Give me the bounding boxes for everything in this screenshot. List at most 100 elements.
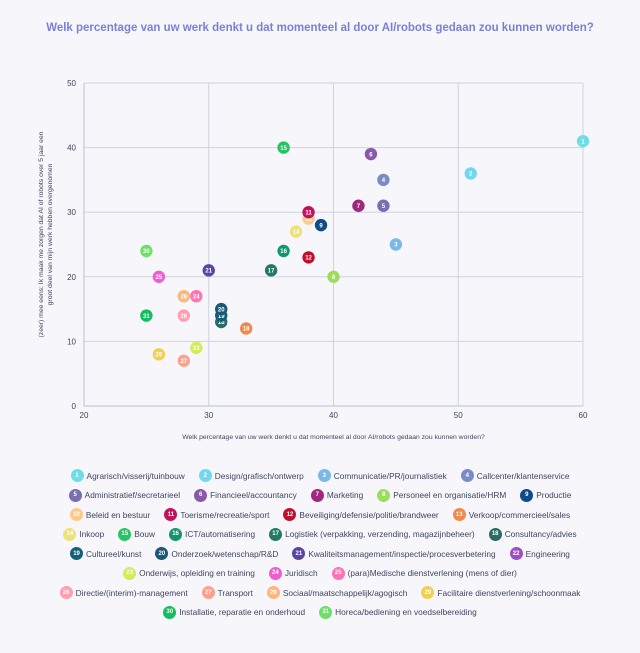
data-point[interactable]: 11 xyxy=(302,206,315,219)
legend-item[interactable]: 9 Productie xyxy=(520,488,571,502)
data-point-label: 18 xyxy=(218,320,225,326)
data-point-marker xyxy=(289,225,303,238)
data-point[interactable]: 28 xyxy=(177,289,190,303)
legend-item[interactable]: 7 Marketing xyxy=(310,488,363,502)
legend-marker: 24 xyxy=(268,566,282,580)
data-point[interactable]: 27 xyxy=(177,354,190,367)
y-tick-label: 30 xyxy=(67,208,76,217)
legend-item[interactable]: 26 Directie/(interim)-management xyxy=(59,586,188,600)
y-tick-label: 10 xyxy=(67,337,76,346)
legend-marker: 13 xyxy=(452,508,466,522)
legend-label: Communicatie/PR/journalistiek xyxy=(333,470,447,481)
data-point-label: 2 xyxy=(469,172,473,178)
data-point[interactable]: 2 xyxy=(464,167,477,180)
data-point-label: 31 xyxy=(143,314,150,320)
data-point-marker xyxy=(314,218,328,232)
data-point-label: 11 xyxy=(305,210,312,216)
legend-marker: 18 xyxy=(488,527,502,541)
data-point[interactable]: 15 xyxy=(277,141,290,154)
legend-item[interactable]: 29 Facilitaire dienstverlening/schoonmaak xyxy=(421,586,580,600)
data-point[interactable]: 4 xyxy=(377,173,390,187)
data-point[interactable]: 1 xyxy=(576,134,590,148)
legend-item[interactable]: 3 Communicatie/PR/journalistiek xyxy=(317,469,447,483)
legend-item[interactable]: 14 Inkoop xyxy=(63,527,105,541)
data-point[interactable]: 30 xyxy=(140,244,153,258)
legend-item[interactable]: 13 Verkoop/commercieel/sales xyxy=(452,508,570,522)
legend-item[interactable]: 20 Onderzoek/wetenschap/R&D xyxy=(155,547,278,561)
data-point-marker xyxy=(202,264,215,277)
legend-item[interactable]: 12 Beveiliging/defensie/politie/brandweer xyxy=(283,508,439,522)
legend-item[interactable]: 5 Administratief/secretarieel xyxy=(68,488,180,502)
legend-item[interactable]: 6 Financieel/accountancy xyxy=(194,488,297,502)
data-point[interactable]: 12 xyxy=(302,251,315,264)
data-point[interactable]: 18 xyxy=(239,322,253,335)
legend-item[interactable]: 22 Engineering xyxy=(509,547,570,561)
legend-label: Toerisme/recreatie/sport xyxy=(180,509,270,520)
legend-item[interactable]: 28 Sociaal/maatschappelijk/agogisch xyxy=(266,586,407,600)
legend-item[interactable]: 23 Onderwijs, opleiding en training xyxy=(123,566,255,580)
legend: 1 Agrarisch/visserij/tuinbouw 2 Design/graf… xyxy=(40,466,600,622)
data-point-marker xyxy=(177,289,190,303)
data-point-label: 28 xyxy=(180,294,187,300)
data-point-marker xyxy=(177,354,190,367)
legend-item[interactable]: 30 Installatie, reparatie en onderhoud xyxy=(163,605,306,619)
legend-marker: 1 xyxy=(70,469,84,483)
data-point[interactable]: 21 xyxy=(202,264,215,277)
data-point[interactable]: 8 xyxy=(327,270,340,283)
data-point-marker xyxy=(327,270,340,283)
legend-item[interactable]: 21 Kwaliteitsmanagement/inspectie/procesv… xyxy=(292,547,496,561)
data-point[interactable]: 17 xyxy=(264,264,278,277)
data-point-marker xyxy=(377,173,390,187)
legend-item[interactable]: 4 Callcenter/klantenservice xyxy=(460,469,569,483)
data-point[interactable]: 29 xyxy=(152,348,166,361)
data-point[interactable]: 31 xyxy=(140,309,153,322)
data-point[interactable]: 25 xyxy=(152,270,166,283)
legend-marker: 7 xyxy=(310,488,324,502)
data-point-label: 23 xyxy=(193,346,200,352)
legend-item[interactable]: 1 Agrarisch/visserij/tuinbouw xyxy=(70,469,185,483)
data-point-label: 6 xyxy=(369,152,373,158)
y-tick-label: 20 xyxy=(67,273,76,282)
data-point-label: 9 xyxy=(319,223,323,229)
legend-item[interactable]: 10 Beleid en bestuur xyxy=(69,508,150,522)
legend-item[interactable]: 16 ICT/automatisering xyxy=(169,527,256,541)
legend-marker: 17 xyxy=(269,527,283,541)
legend-item[interactable]: 15 Bouw xyxy=(118,527,155,541)
legend-item[interactable]: 19 Cultureel/kunst xyxy=(70,547,141,561)
data-point-label: 27 xyxy=(180,359,187,365)
legend-row: 26 Directie/(interim)-management 27 Transpo… xyxy=(40,583,600,603)
legend-label: Inkoop xyxy=(79,529,105,540)
data-point[interactable]: 7 xyxy=(352,199,365,212)
data-point[interactable]: 6 xyxy=(364,147,378,161)
data-point[interactable]: 14 xyxy=(289,225,303,238)
data-point-marker xyxy=(576,134,590,148)
data-point[interactable]: 3 xyxy=(389,238,403,251)
legend-item[interactable]: 27 Transport xyxy=(201,586,253,600)
legend-item[interactable]: 17 Logistiek (verpakking, verzending, mag… xyxy=(269,527,475,541)
data-point[interactable]: 23 xyxy=(190,341,203,355)
legend-label: Engineering xyxy=(525,548,570,559)
legend-label: Directie/(interim)-management xyxy=(75,587,188,598)
legend-item[interactable]: 18 Consultancy/advies xyxy=(488,527,577,541)
legend-marker: 27 xyxy=(201,586,215,600)
legend-item[interactable]: 8 Personeel en organisatie/HRM xyxy=(377,488,506,502)
data-point[interactable]: 26 xyxy=(177,309,190,322)
legend-item[interactable]: 24 Juridisch xyxy=(268,566,318,580)
data-point[interactable]: 20 xyxy=(215,302,228,316)
legend-label: Installatie, reparatie en onderhoud xyxy=(179,607,306,618)
legend-item[interactable]: 25 (para)Medische dienstverlening (mens o… xyxy=(331,566,517,580)
legend-item[interactable]: 11 Toerisme/recreatie/sport xyxy=(164,508,270,522)
legend-item[interactable]: 31 Horeca/bediening en voedselbereiding xyxy=(319,605,477,619)
data-point-marker xyxy=(464,167,477,180)
data-point-marker xyxy=(277,244,290,258)
data-point-marker xyxy=(377,199,390,212)
legend-marker: 20 xyxy=(155,547,169,561)
data-point-marker xyxy=(302,251,315,264)
data-point[interactable]: 5 xyxy=(377,199,390,212)
data-point[interactable]: 16 xyxy=(277,244,290,258)
data-point[interactable]: 9 xyxy=(314,218,328,232)
data-point-label: 25 xyxy=(156,275,163,281)
legend-item[interactable]: 2 Design/grafisch/ontwerp xyxy=(198,469,304,483)
data-point[interactable]: 24 xyxy=(190,289,203,303)
legend-label: ICT/automatisering xyxy=(185,529,256,540)
